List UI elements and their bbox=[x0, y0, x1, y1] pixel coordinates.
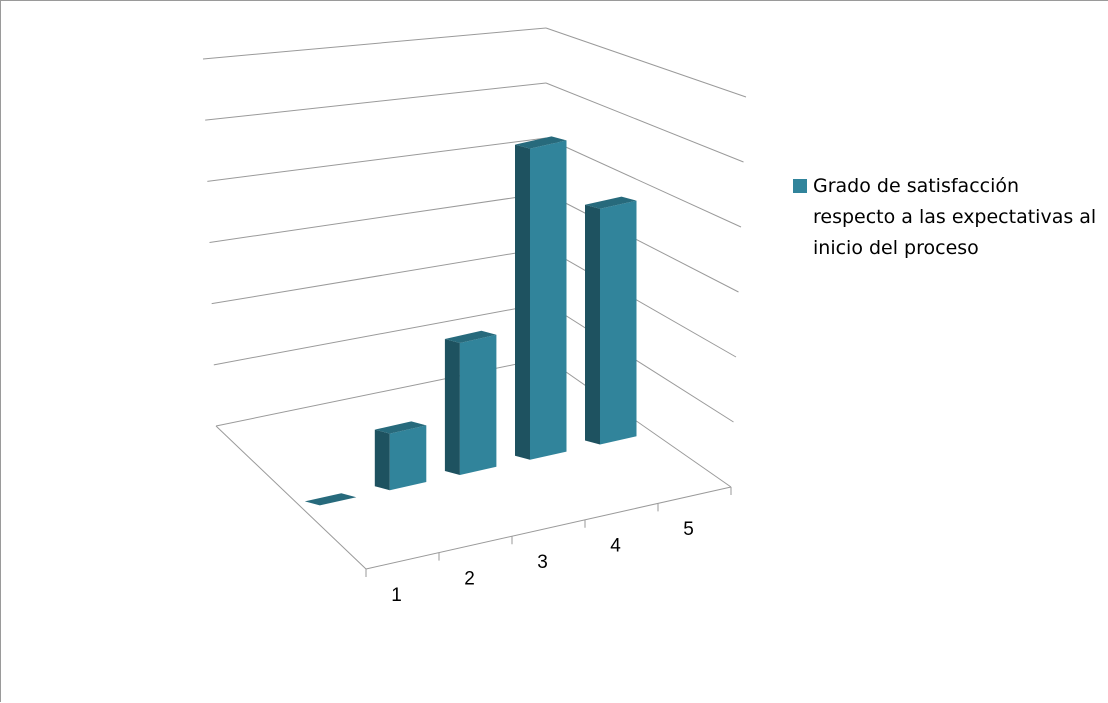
bar-1 bbox=[304, 493, 357, 506]
gridline-side bbox=[545, 82, 744, 163]
x-tick-label-3: 3 bbox=[537, 552, 548, 573]
floor-edge-front bbox=[365, 486, 732, 570]
floor-edge-left bbox=[215, 425, 367, 570]
x-tick-label-1: 1 bbox=[391, 585, 402, 606]
legend-swatch bbox=[793, 179, 807, 193]
floor-edge-back bbox=[215, 357, 547, 427]
bar-top-5 bbox=[585, 196, 637, 209]
x-tick-label-5: 5 bbox=[683, 519, 694, 540]
gridline-back bbox=[211, 247, 547, 305]
bar-side-3 bbox=[444, 339, 460, 475]
gridline-side bbox=[545, 247, 737, 358]
bar-top-2 bbox=[374, 421, 427, 434]
gridline-back bbox=[202, 27, 547, 60]
bar-side-2 bbox=[374, 429, 390, 491]
legend: Grado de satisfacción respecto a las exp… bbox=[793, 171, 1103, 264]
bar-front-3 bbox=[459, 334, 497, 475]
bar-4 bbox=[515, 136, 567, 460]
bar-3 bbox=[444, 330, 497, 475]
gridline-side bbox=[545, 192, 739, 293]
bar-side-5 bbox=[585, 204, 600, 445]
gridline-back bbox=[205, 82, 547, 121]
floor-edge-right bbox=[545, 357, 732, 488]
bar-top-4 bbox=[515, 136, 567, 149]
gridline-side bbox=[545, 137, 742, 228]
bar-front-5 bbox=[600, 200, 637, 445]
gridline-side bbox=[545, 302, 734, 423]
bar-front-2 bbox=[389, 425, 427, 491]
gridline-back bbox=[213, 302, 547, 366]
gridline-back bbox=[207, 137, 547, 182]
gridline-side bbox=[545, 27, 747, 98]
bar-top-1 bbox=[304, 493, 357, 506]
bar-5 bbox=[585, 196, 637, 445]
bar-top-3 bbox=[444, 330, 497, 343]
legend-label: Grado de satisfacción respecto a las exp… bbox=[813, 175, 1097, 259]
plot-frame bbox=[202, 27, 747, 577]
gridline-back bbox=[209, 192, 547, 243]
x-tick-label-4: 4 bbox=[610, 536, 621, 557]
bar-2 bbox=[374, 421, 427, 491]
bar-side-4 bbox=[515, 144, 530, 460]
bar-front-4 bbox=[530, 140, 567, 460]
x-tick-label-2: 2 bbox=[464, 568, 475, 589]
